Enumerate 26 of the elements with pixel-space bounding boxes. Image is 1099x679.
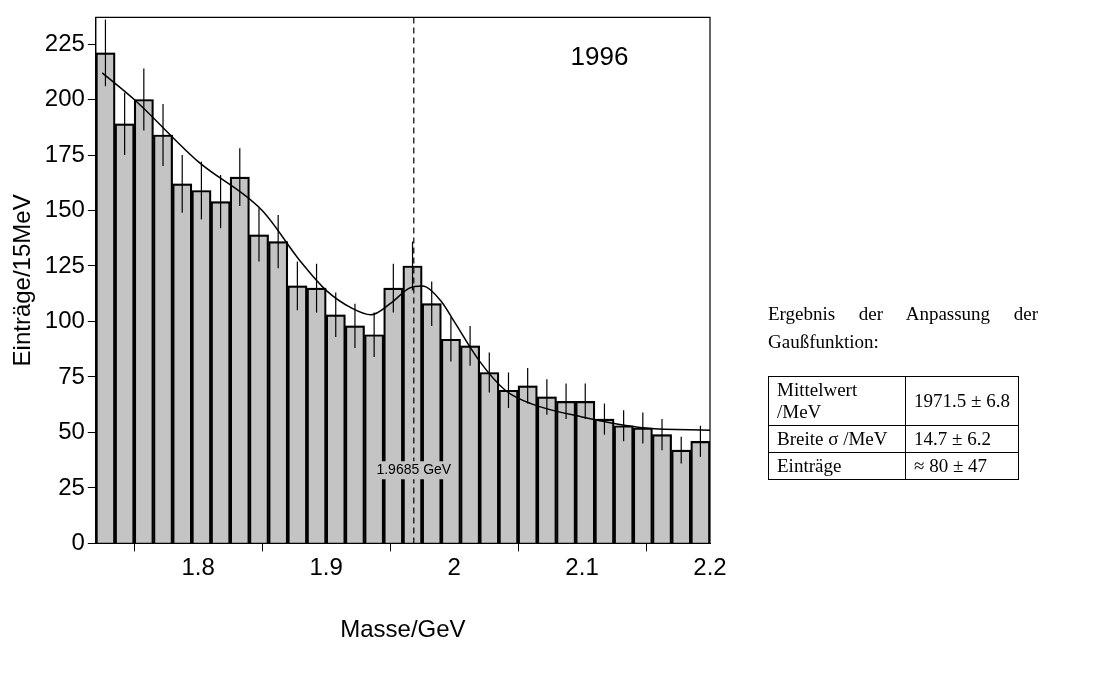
x-tick-label: 2.2	[693, 553, 727, 581]
y-tick-label: 175	[44, 139, 85, 167]
y-tick-label: 100	[44, 306, 85, 334]
text: 14.7 ± 6.2	[905, 425, 1019, 453]
y-tick-label: 0	[71, 528, 85, 556]
x-tick-label: 1.9	[309, 553, 343, 581]
text: Mittelwert /MeV	[768, 376, 906, 426]
y-tick-label: 150	[44, 195, 85, 223]
y-tick-label: 125	[44, 250, 85, 278]
text: Breite σ /MeV	[768, 425, 906, 453]
x-tick-label: 2	[447, 553, 461, 581]
y-tick-label: 200	[44, 84, 85, 112]
y-tick-label: 25	[58, 472, 85, 500]
text: Einträge	[768, 452, 906, 480]
y-tick-label: 75	[58, 361, 85, 389]
x-axis-title: Masse/GeV	[340, 615, 466, 643]
x-tick-label: 2.1	[565, 553, 599, 581]
ref-line-label: 1.9685 GeV	[376, 461, 452, 478]
x-tick-label: 1.8	[181, 553, 215, 581]
y-tick-label: 225	[44, 28, 85, 56]
y-tick-label: 50	[58, 417, 85, 445]
text: 1971.5 ± 6.8	[905, 376, 1019, 426]
y-axis-title: Einträge/15MeV	[8, 194, 36, 367]
text: Ergebnis der Anpassung der Gaußfunktion:	[768, 302, 1038, 354]
text: ≈ 80 ± 47	[905, 452, 1019, 480]
annotation: 1996	[570, 40, 629, 71]
